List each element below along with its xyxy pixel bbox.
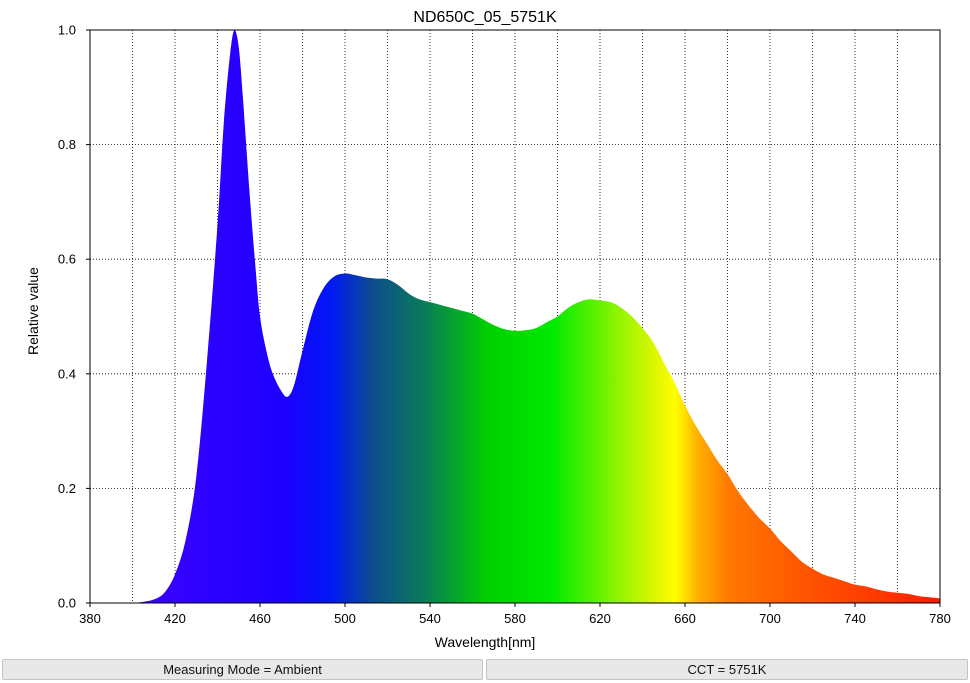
y-axis-ticks: 0.0 0.2 0.4 0.6 0.8 1.0 xyxy=(58,23,90,611)
y-tick-label: 1.0 xyxy=(58,23,76,38)
y-tick-label: 0.2 xyxy=(58,481,76,496)
y-tick-label: 0.6 xyxy=(58,252,76,267)
y-axis-label: Relative value xyxy=(25,267,41,355)
x-tick-label: 740 xyxy=(844,611,866,626)
x-axis-label: Wavelength[nm] xyxy=(435,634,536,650)
x-tick-label: 380 xyxy=(79,611,101,626)
x-tick-label: 540 xyxy=(419,611,441,626)
x-tick-label: 500 xyxy=(334,611,356,626)
measuring-mode-status: Measuring Mode = Ambient xyxy=(2,659,483,680)
cct-status: CCT = 5751K xyxy=(486,659,968,680)
status-bar: Measuring Mode = Ambient CCT = 5751K xyxy=(0,656,970,683)
y-tick-label: 0.4 xyxy=(58,366,76,381)
y-tick-label: 0.8 xyxy=(58,137,76,152)
x-tick-label: 780 xyxy=(929,611,951,626)
spectrum-chart: ND650C_05_5751K 380 420 460 500 540 580 620 660… xyxy=(25,9,951,650)
x-tick-label: 620 xyxy=(589,611,611,626)
spectrum-area xyxy=(132,30,940,603)
x-tick-label: 660 xyxy=(674,611,696,626)
x-axis-ticks: 380 420 460 500 540 580 620 660 700 740 780 xyxy=(79,603,951,626)
x-tick-label: 460 xyxy=(249,611,271,626)
x-tick-label: 420 xyxy=(164,611,186,626)
x-tick-label: 700 xyxy=(759,611,781,626)
x-tick-label: 580 xyxy=(504,611,526,626)
chart-title: ND650C_05_5751K xyxy=(413,9,557,26)
y-tick-label: 0.0 xyxy=(58,596,76,611)
